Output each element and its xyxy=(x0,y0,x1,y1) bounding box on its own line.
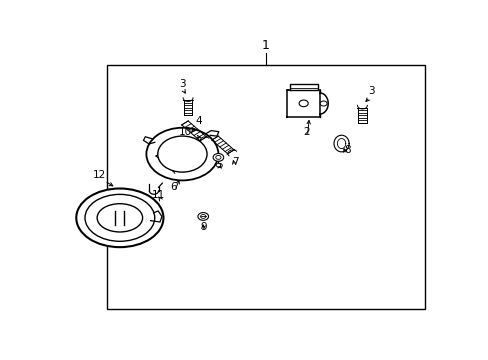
Bar xyxy=(106,66,424,309)
Text: 1: 1 xyxy=(261,39,269,52)
Text: 8: 8 xyxy=(343,145,350,155)
Circle shape xyxy=(158,136,206,172)
Ellipse shape xyxy=(97,204,142,232)
Text: 2: 2 xyxy=(303,127,309,138)
Text: 12: 12 xyxy=(92,170,105,180)
Circle shape xyxy=(216,163,220,167)
Circle shape xyxy=(213,153,223,161)
Circle shape xyxy=(299,100,307,107)
Circle shape xyxy=(146,128,218,180)
Text: 3: 3 xyxy=(368,86,374,96)
Circle shape xyxy=(198,212,208,220)
Circle shape xyxy=(320,101,326,106)
Text: 10: 10 xyxy=(179,127,192,137)
Text: 3: 3 xyxy=(179,79,185,89)
Text: 7: 7 xyxy=(232,157,238,167)
Polygon shape xyxy=(290,84,318,90)
Text: 9: 9 xyxy=(200,222,206,232)
Text: 6: 6 xyxy=(170,182,177,192)
Ellipse shape xyxy=(85,194,154,241)
Ellipse shape xyxy=(76,189,163,247)
Text: 5: 5 xyxy=(216,160,223,170)
Text: 11: 11 xyxy=(152,190,165,200)
Circle shape xyxy=(200,215,205,219)
Text: 4: 4 xyxy=(195,116,201,126)
Circle shape xyxy=(215,156,221,159)
